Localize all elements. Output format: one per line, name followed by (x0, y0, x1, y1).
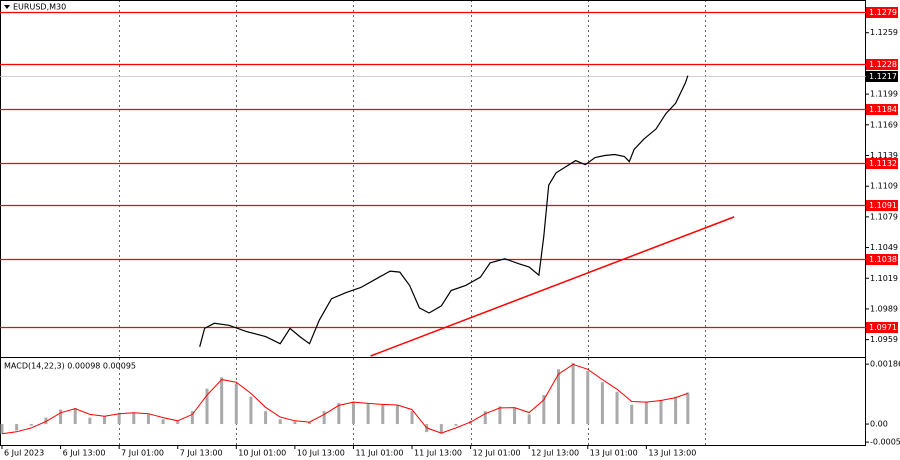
macd-bar (630, 404, 634, 425)
macd-bar (205, 388, 209, 425)
chart-title: EURUSD,M30 (13, 3, 66, 12)
y-tick-label: 0.00186 (870, 360, 900, 369)
macd-bar (351, 401, 355, 425)
x-tick-label: 6 Jul 13:00 (63, 449, 106, 458)
macd-bar (132, 412, 136, 425)
y-tick-label: 1.0959 (870, 335, 898, 344)
macd-bar (73, 407, 77, 425)
y-tick-label: 1.0989 (870, 304, 898, 313)
x-tick-label: 6 Jul 2023 (4, 449, 44, 458)
level-label-box (866, 158, 898, 169)
price-line (199, 75, 689, 347)
macd-bar (498, 406, 502, 425)
y-tick-label: 1.1019 (870, 274, 898, 283)
y-tick-label: -0.00056 (870, 438, 900, 447)
macd-bar (59, 409, 63, 425)
y-tick-label: 1.1199 (870, 90, 898, 99)
macd-bar (88, 417, 92, 425)
macd-bar (234, 383, 238, 425)
macd-bar (571, 362, 575, 425)
y-tick-label: 1.1139 (870, 151, 898, 160)
level-label: 1.1279 (869, 8, 897, 17)
macd-bar (674, 396, 678, 425)
level-label-box (866, 322, 898, 333)
macd-bar (103, 416, 107, 425)
macd-bar (556, 369, 560, 425)
macd-bar (513, 407, 517, 425)
macd-bar (15, 424, 19, 431)
level-label-box (866, 104, 898, 115)
x-tick-label: 7 Jul 13:00 (180, 449, 223, 458)
x-tick-label: 13 Jul 01:00 (590, 449, 638, 458)
x-tick-label: 12 Jul 01:00 (473, 449, 521, 458)
y-tick-label: 1.1109 (870, 182, 898, 191)
macd-bar (395, 405, 399, 425)
macd-bar (0, 424, 4, 434)
level-label: 1.1038 (869, 255, 897, 264)
y-tick-label: 0.00 (870, 420, 888, 429)
macd-bar (322, 411, 326, 425)
macd-bar (366, 404, 370, 425)
macd-bar (586, 370, 590, 425)
macd-title: MACD(14,22,3) 0.00098 0.00095 (4, 362, 136, 371)
macd-bar (439, 424, 443, 434)
macd-bar (44, 417, 48, 425)
x-tick-label: 13 Jul 13:00 (648, 449, 696, 458)
x-tick-label: 7 Jul 01:00 (121, 449, 164, 458)
trend-line (370, 216, 735, 357)
x-tick-label: 10 Jul 01:00 (238, 449, 286, 458)
current-price-label: 1.1217 (869, 72, 897, 81)
macd-bar (686, 392, 690, 425)
current-price-box (866, 71, 898, 82)
macd-bar (293, 421, 297, 425)
macd-bar (542, 395, 546, 425)
level-label: 1.1091 (869, 201, 897, 210)
level-label: 1.1132 (869, 159, 897, 168)
level-label-box (866, 200, 898, 211)
macd-bar (264, 411, 268, 425)
x-tick-label: 10 Jul 13:00 (297, 449, 345, 458)
macd-bar (615, 391, 619, 425)
plot-frame (0, 0, 866, 446)
y-tick-label: 1.1259 (870, 28, 898, 37)
macd-bar (644, 401, 648, 425)
macd-bar (220, 377, 224, 425)
y-tick-label: 1.1169 (870, 120, 898, 129)
macd-bar (161, 419, 165, 425)
menu-triangle (4, 5, 10, 9)
signal-line (1, 363, 688, 435)
macd-bar (176, 421, 180, 425)
y-tick-label: 1.1079 (870, 212, 898, 221)
macd-bar (337, 403, 341, 425)
level-label: 1.1184 (869, 105, 897, 114)
level-label-box (866, 7, 898, 18)
macd-bar (659, 399, 663, 425)
macd-bar (600, 382, 604, 425)
macd-bar (190, 411, 194, 425)
macd-bar (454, 424, 458, 426)
macd-bar (249, 396, 253, 425)
macd-bar (308, 422, 312, 425)
macd-bar (381, 404, 385, 425)
level-label: 1.0971 (869, 323, 897, 332)
macd-bar (146, 414, 150, 425)
level-label: 1.1228 (869, 60, 897, 69)
level-label-box (866, 254, 898, 265)
macd-bar (278, 419, 282, 425)
macd-bar (483, 411, 487, 425)
x-tick-label: 11 Jul 01:00 (355, 449, 403, 458)
y-tick-label: 1.1049 (870, 243, 898, 252)
macd-bar (117, 412, 121, 425)
x-tick-label: 12 Jul 13:00 (531, 449, 579, 458)
level-label-box (866, 59, 898, 70)
macd-bar (410, 411, 414, 425)
macd-bar (29, 424, 33, 426)
macd-bar (527, 414, 531, 425)
x-tick-label: 11 Jul 13:00 (414, 449, 462, 458)
